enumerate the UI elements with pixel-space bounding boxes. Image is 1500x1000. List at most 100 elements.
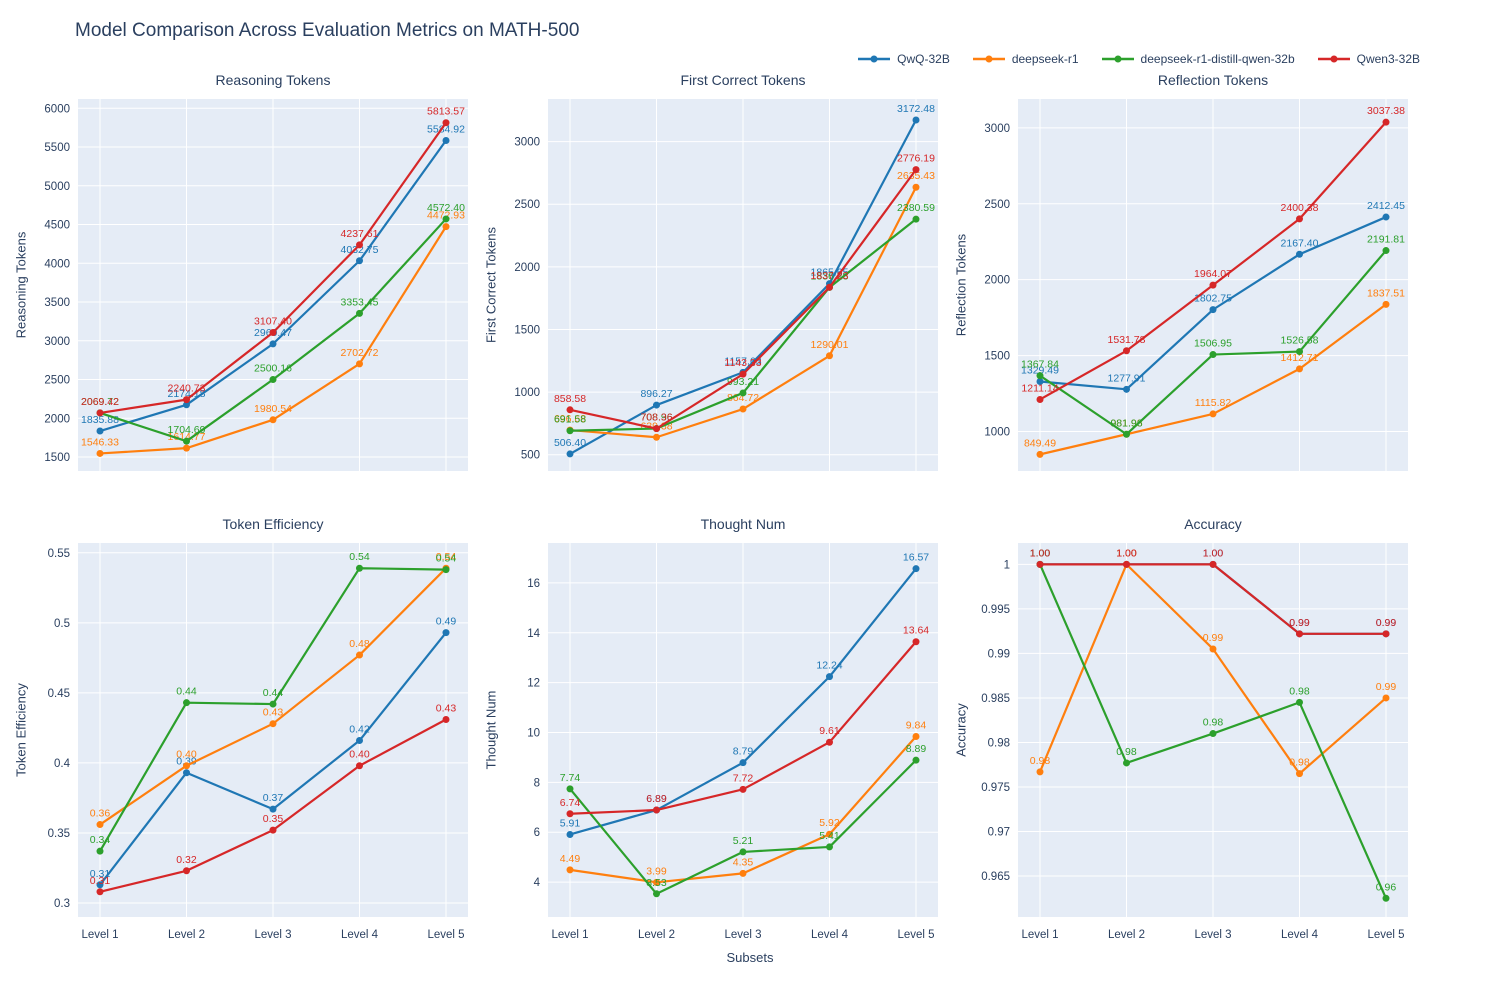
data-point[interactable] <box>269 700 277 708</box>
data-point[interactable] <box>566 450 574 458</box>
data-point[interactable] <box>1296 348 1303 356</box>
data-point[interactable] <box>1123 385 1130 393</box>
data-point[interactable] <box>826 283 833 291</box>
data-point[interactable] <box>442 566 450 574</box>
data-point[interactable] <box>1209 645 1217 653</box>
data-point[interactable] <box>739 389 747 397</box>
data-point[interactable] <box>653 401 660 409</box>
data-point[interactable] <box>1209 281 1217 289</box>
data-point[interactable] <box>1382 213 1390 221</box>
data-point[interactable] <box>356 309 363 317</box>
data-point[interactable] <box>739 869 747 877</box>
data-point[interactable] <box>96 449 104 457</box>
data-point[interactable] <box>566 866 574 874</box>
data-point[interactable] <box>1296 365 1303 373</box>
data-point[interactable] <box>1382 630 1390 638</box>
data-point[interactable] <box>1209 410 1217 418</box>
data-point[interactable] <box>269 805 277 813</box>
data-point[interactable] <box>96 881 104 889</box>
data-point[interactable] <box>96 821 104 829</box>
data-point[interactable] <box>739 759 747 767</box>
data-point[interactable] <box>566 427 574 435</box>
data-point[interactable] <box>912 638 920 646</box>
data-point[interactable] <box>912 166 920 174</box>
data-point[interactable] <box>183 699 190 707</box>
data-point[interactable] <box>1382 118 1390 126</box>
data-point[interactable] <box>653 425 660 433</box>
data-point[interactable] <box>1382 247 1390 255</box>
data-point[interactable] <box>739 785 747 793</box>
data-point[interactable] <box>1382 300 1390 308</box>
data-point[interactable] <box>356 241 363 249</box>
data-point[interactable] <box>96 427 104 435</box>
data-point[interactable] <box>1296 630 1303 638</box>
data-point[interactable] <box>826 673 833 681</box>
data-point[interactable] <box>826 352 833 360</box>
data-point[interactable] <box>183 401 190 409</box>
data-point[interactable] <box>183 396 190 404</box>
data-point[interactable] <box>1382 694 1390 702</box>
data-point[interactable] <box>183 437 190 445</box>
data-point[interactable] <box>269 328 277 336</box>
data-point[interactable] <box>96 409 104 417</box>
data-point[interactable] <box>1209 560 1217 568</box>
data-point[interactable] <box>356 651 363 659</box>
data-point[interactable] <box>1209 730 1217 738</box>
data-point[interactable] <box>96 888 104 896</box>
data-point[interactable] <box>1296 770 1303 778</box>
data-point[interactable] <box>269 416 277 424</box>
data-point[interactable] <box>653 806 660 814</box>
data-point[interactable] <box>912 756 920 764</box>
data-point[interactable] <box>653 433 660 441</box>
data-point[interactable] <box>183 867 190 875</box>
data-point[interactable] <box>826 843 833 851</box>
data-point[interactable] <box>356 737 363 745</box>
data-point[interactable] <box>1036 377 1044 385</box>
legend-item-Qwen3-32B[interactable]: Qwen3-32B <box>1317 52 1420 66</box>
legend-item-deepseek-r1-distill-qwen-32b[interactable]: deepseek-r1-distill-qwen-32b <box>1101 52 1295 66</box>
data-point[interactable] <box>442 223 450 231</box>
data-point[interactable] <box>826 830 833 838</box>
data-point[interactable] <box>1209 351 1217 359</box>
legend-item-QwQ-32B[interactable]: QwQ-32B <box>857 52 950 66</box>
data-point[interactable] <box>183 769 190 777</box>
data-point[interactable] <box>1296 698 1303 706</box>
data-point[interactable] <box>653 890 660 898</box>
data-point[interactable] <box>183 444 190 452</box>
data-point[interactable] <box>739 848 747 856</box>
data-point[interactable] <box>269 826 277 834</box>
data-point[interactable] <box>912 183 920 191</box>
data-point[interactable] <box>566 406 574 414</box>
data-point[interactable] <box>442 629 450 637</box>
data-point[interactable] <box>356 257 363 265</box>
data-point[interactable] <box>739 405 747 413</box>
data-point[interactable] <box>1123 759 1130 767</box>
data-point[interactable] <box>739 370 747 378</box>
data-point[interactable] <box>1296 215 1303 223</box>
data-point[interactable] <box>442 119 450 127</box>
data-point[interactable] <box>356 360 363 368</box>
data-point[interactable] <box>566 810 574 818</box>
data-point[interactable] <box>356 564 363 572</box>
data-point[interactable] <box>269 376 277 384</box>
data-point[interactable] <box>183 762 190 770</box>
data-point[interactable] <box>912 565 920 573</box>
data-point[interactable] <box>912 116 920 124</box>
data-point[interactable] <box>1036 450 1044 458</box>
data-point[interactable] <box>653 878 660 886</box>
data-point[interactable] <box>1209 306 1217 314</box>
data-point[interactable] <box>1036 768 1044 776</box>
data-point[interactable] <box>269 720 277 728</box>
data-point[interactable] <box>96 847 104 855</box>
data-point[interactable] <box>1123 560 1130 568</box>
data-point[interactable] <box>1296 250 1303 258</box>
data-point[interactable] <box>566 830 574 838</box>
data-point[interactable] <box>826 738 833 746</box>
data-point[interactable] <box>1123 347 1130 355</box>
data-point[interactable] <box>1036 372 1044 380</box>
data-point[interactable] <box>1123 430 1130 438</box>
data-point[interactable] <box>912 215 920 223</box>
data-point[interactable] <box>269 340 277 348</box>
data-point[interactable] <box>442 136 450 144</box>
data-point[interactable] <box>1036 395 1044 403</box>
